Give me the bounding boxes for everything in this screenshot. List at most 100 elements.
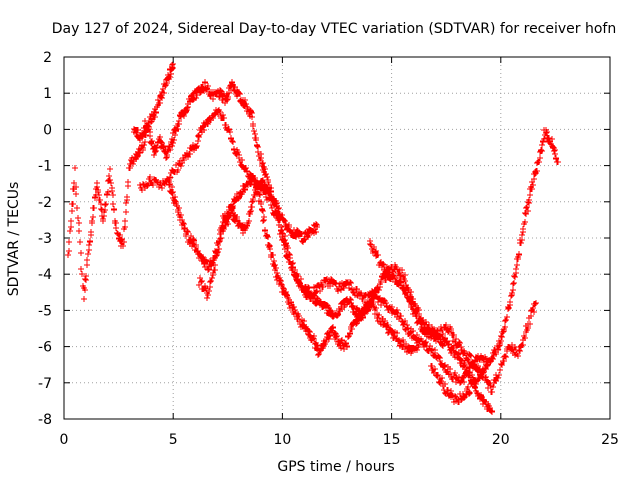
data-point [161, 90, 167, 96]
data-point [224, 215, 230, 221]
data-point [237, 91, 243, 97]
data-point [496, 372, 502, 378]
data-point [529, 186, 535, 192]
data-point [194, 143, 200, 149]
data-point [68, 224, 74, 230]
data-point [439, 375, 445, 381]
data-point [100, 216, 106, 222]
data-point [394, 275, 400, 281]
data-point [503, 354, 509, 360]
data-point [178, 163, 184, 169]
data-point [149, 141, 155, 147]
data-point [198, 279, 204, 285]
data-point [167, 174, 173, 180]
data-point [376, 287, 382, 293]
data-point [429, 324, 435, 330]
data-point [172, 132, 178, 138]
data-point [383, 300, 389, 306]
data-point [123, 209, 129, 215]
data-point [243, 165, 249, 171]
data-point [544, 129, 550, 135]
data-point [314, 224, 320, 230]
data-point [511, 280, 517, 286]
data-point [314, 295, 320, 301]
data-point [260, 208, 266, 214]
data-point [469, 372, 475, 378]
data-point [125, 179, 131, 185]
data-point [343, 340, 349, 346]
data-point [313, 221, 319, 227]
data-point [253, 189, 259, 195]
data-point [347, 330, 353, 336]
data-point [65, 252, 71, 258]
data-point [286, 251, 292, 257]
data-point [102, 202, 108, 208]
data-point [260, 218, 266, 224]
data-point [122, 218, 128, 224]
data-point [151, 152, 157, 158]
data-point [214, 252, 220, 258]
data-point [103, 201, 109, 207]
data-point [108, 180, 114, 186]
data-point [71, 180, 77, 186]
data-point [260, 177, 266, 183]
data-point [487, 359, 493, 365]
data-point [229, 79, 235, 85]
data-point [169, 190, 175, 196]
data-point [525, 325, 531, 331]
data-point [347, 296, 353, 302]
data-point [509, 290, 515, 296]
data-point [167, 74, 173, 80]
data-point [502, 324, 508, 330]
data-point [208, 263, 214, 269]
data-point [293, 234, 299, 240]
x-tick-label: 5 [169, 432, 178, 448]
data-point [207, 279, 213, 285]
data-point [124, 194, 130, 200]
data-point [110, 192, 116, 198]
data-point [199, 278, 205, 284]
data-point [221, 115, 227, 121]
data-point [354, 306, 360, 312]
data-point [524, 204, 530, 210]
y-tick-label: -3 [38, 231, 52, 247]
data-point [404, 322, 410, 328]
data-point [497, 367, 503, 373]
data-point [348, 297, 354, 303]
y-tick-label: 1 [43, 86, 52, 102]
data-point [73, 191, 79, 197]
data-point [206, 288, 212, 294]
data-point [513, 270, 519, 276]
data-point [275, 211, 281, 217]
data-point [246, 218, 252, 224]
data-point [279, 282, 285, 288]
data-point [66, 248, 72, 254]
data-point [273, 265, 279, 271]
data-point [187, 151, 193, 157]
data-point [442, 381, 448, 387]
data-point [429, 346, 435, 352]
data-point [367, 238, 373, 244]
data-point [235, 149, 241, 155]
data-point [516, 347, 522, 353]
data-point [110, 201, 116, 207]
data-point [169, 143, 175, 149]
data-point [506, 305, 512, 311]
data-point [434, 373, 440, 379]
gridlines [64, 57, 610, 419]
data-point [423, 339, 429, 345]
data-point [141, 142, 147, 148]
data-point [465, 384, 471, 390]
data-point [510, 281, 516, 287]
data-point [519, 232, 525, 238]
data-point [502, 353, 508, 359]
x-tick-label: 10 [273, 432, 291, 448]
data-point [229, 138, 235, 144]
data-point [543, 130, 549, 136]
data-point [301, 237, 307, 243]
data-point [293, 272, 299, 278]
data-point [291, 304, 297, 310]
data-point [532, 301, 538, 307]
data-point [135, 127, 141, 133]
data-point [205, 292, 211, 298]
